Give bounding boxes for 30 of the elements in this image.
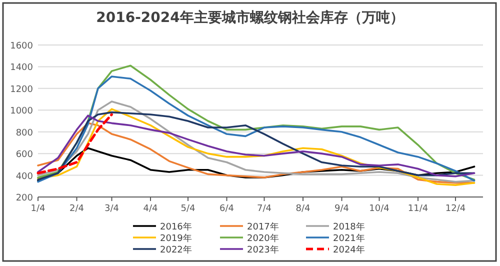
- legend-label: 2022年: [160, 244, 192, 256]
- y-tick-label: 1200: [10, 84, 34, 95]
- y-tick-label: 1600: [10, 42, 34, 52]
- legend-label: 2017年: [247, 222, 279, 232]
- x-tick-label: 7/4: [257, 204, 272, 214]
- x-tick-label: 10/4: [369, 204, 390, 214]
- x-tick-label: 6/4: [220, 204, 234, 214]
- legend-label: 2023年: [247, 244, 279, 256]
- legend-label: 2021年: [333, 233, 365, 244]
- legend-label: 2020年: [247, 233, 279, 244]
- legend-label: 2018年: [333, 222, 365, 232]
- y-tick-label: 1000: [10, 106, 34, 117]
- x-tick-label: 8/4: [296, 204, 311, 214]
- x-tick-label: 2/4: [70, 204, 84, 214]
- x-tick-label: 9/4: [334, 204, 350, 214]
- y-tick-label: 600: [16, 150, 34, 160]
- y-tick-label: 800: [16, 128, 34, 138]
- x-tick-label: 12/4: [445, 204, 466, 214]
- x-tick-label: 11/4: [408, 204, 428, 214]
- y-tick-label: 1400: [10, 63, 34, 74]
- chart-title: 2016-2024年主要城市螺纹钢社会库存（万吨）: [96, 9, 404, 26]
- x-tick-label: 3/4: [104, 204, 120, 214]
- x-tick-label: 4/4: [143, 204, 158, 214]
- y-tick-label: 400: [16, 172, 34, 182]
- legend-label: 2019年: [160, 233, 192, 244]
- x-tick-label: 5/4: [180, 204, 196, 214]
- x-tick-label: 1/4: [30, 204, 46, 214]
- legend-label: 2016年: [160, 222, 192, 232]
- legend-label: 2024年: [333, 244, 365, 256]
- y-tick-label: 200: [16, 194, 34, 204]
